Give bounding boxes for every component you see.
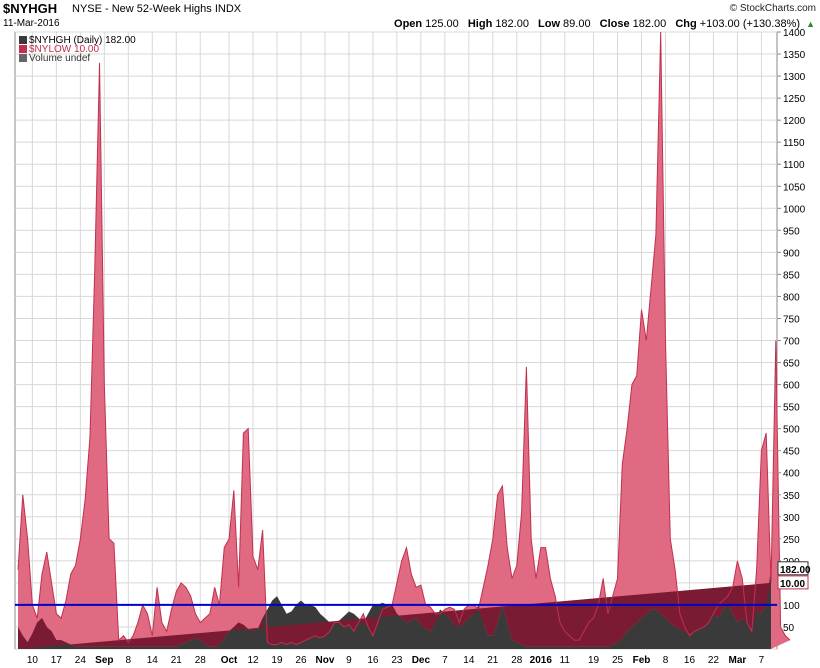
low-value: 89.00 [563, 18, 591, 30]
exchange-text: INDX [214, 3, 242, 15]
x-tick-label: 11 [560, 655, 571, 666]
last-value-lows: 10.00 [780, 579, 805, 590]
y-tick-label: 250 [783, 535, 800, 546]
series-lows-line [17, 31, 791, 646]
y-tick-label: 1300 [783, 72, 806, 83]
open-label: Open [394, 18, 423, 30]
x-tick-label: 22 [708, 655, 720, 666]
y-tick-label: 550 [783, 403, 800, 414]
legend-lows: $NYLOW 10.00 [29, 44, 99, 55]
x-tick-label: Dec [412, 655, 431, 666]
legend-swatch-highs [19, 36, 27, 44]
series-highs-area [18, 568, 771, 649]
series-areas [17, 31, 791, 649]
x-tick-label: Feb [633, 655, 651, 666]
y-tick-label: 600 [783, 381, 800, 392]
y-tick-label: 1000 [783, 204, 806, 215]
high-label: High [467, 18, 493, 30]
last-value-tags: 182.00 10.00 [777, 561, 811, 590]
series-lows-area [18, 32, 791, 649]
y-tick-label: 500 [783, 425, 800, 436]
legend-highs: $NYHGH (Daily) 182.00 [29, 35, 136, 46]
y-tick-label: 1250 [783, 94, 806, 105]
high-value: 182.00 [495, 18, 529, 30]
x-tick-label: 21 [487, 655, 499, 666]
x-tick-label: 24 [75, 655, 87, 666]
x-tick-label: 14 [463, 655, 475, 666]
x-tick-label: 7 [442, 655, 448, 666]
y-tick-label: 950 [783, 226, 800, 237]
up-arrow-icon: ▲ [806, 19, 815, 29]
x-tick-label: 17 [51, 655, 63, 666]
y-tick-label: 900 [783, 248, 800, 259]
x-tick-label: 16 [367, 655, 379, 666]
x-tick-label: 7 [759, 655, 765, 666]
x-tick-label: 10 [27, 655, 39, 666]
symbol-description: NYSE - New 52-Week Highs INDX [72, 3, 241, 15]
series-overlap-area [18, 582, 771, 649]
x-tick-label: 14 [147, 655, 159, 666]
last-value-highs: 182.00 [780, 565, 811, 576]
x-tick-label: 12 [247, 655, 259, 666]
open-value: 125.00 [425, 18, 459, 30]
x-tick-label: 8 [126, 655, 132, 666]
y-tick-label: 300 [783, 513, 800, 524]
y-tick-label: 700 [783, 337, 800, 348]
y-tick-label: 750 [783, 314, 800, 325]
x-tick-label: 19 [271, 655, 283, 666]
close-value: 182.00 [632, 18, 667, 30]
symbol-title: $NYHGH [3, 1, 58, 16]
x-tick-label: 8 [663, 655, 669, 666]
y-tick-label: 100 [783, 601, 800, 612]
x-axis: 10 17 24 Sep 8 14 21 28 Oct 12 19 26 Nov 9 16 23 Dec 7 14 2… [27, 655, 765, 666]
y-tick-label: 400 [783, 469, 800, 480]
close-label: Close [599, 18, 630, 30]
x-tick-label: Sep [95, 655, 113, 666]
y-tick-label: 1100 [783, 160, 805, 171]
y-tick-label: 50 [783, 623, 795, 634]
low-label: Low [538, 18, 561, 30]
chart-header: $NYHGH NYSE - New 52-Week Highs INDX © S… [0, 0, 820, 32]
x-tick-label: 21 [171, 655, 183, 666]
y-tick-label: 1150 [783, 138, 805, 149]
x-tick-label: Oct [221, 655, 238, 666]
y-tick-label: 1050 [783, 182, 806, 193]
x-tick-label: 9 [346, 655, 352, 666]
chg-label: Chg [675, 18, 697, 30]
last-value-lows-box [777, 575, 809, 590]
x-tick-label: 19 [588, 655, 600, 666]
y-tick-label: 650 [783, 359, 800, 370]
ohlc-readout: Open 125.00 High 182.00 Low 89.00 Close 182.… [388, 18, 815, 30]
y-tick-label: 350 [783, 491, 800, 502]
x-tick-label: 25 [612, 655, 624, 666]
brand-watermark: © StockCharts.com [729, 3, 816, 14]
y-tick-label: 450 [783, 447, 800, 458]
y-tick-label: 850 [783, 270, 800, 281]
x-tick-label: 26 [295, 655, 307, 666]
x-tick-label: 2016 [530, 655, 553, 666]
y-tick-label: 1400 [783, 28, 806, 39]
last-value-highs-box [777, 561, 809, 576]
legend: $NYHGH (Daily) 182.00 $NYLOW 10.00 Volum… [19, 35, 136, 64]
y-tick-label: 1200 [783, 116, 806, 127]
x-tick-label: 28 [511, 655, 523, 666]
legend-swatch-lows [19, 45, 27, 53]
x-tick-label: Mar [729, 655, 747, 666]
chg-value: +103.00 (+130.38%) [699, 18, 801, 30]
description-text: NYSE - New 52-Week Highs [72, 3, 212, 15]
y-tick-label: 1350 [783, 50, 806, 61]
y-tick-label: 800 [783, 292, 800, 303]
x-tick-label: 23 [391, 655, 403, 666]
chart-date: 11-Mar-2016 [3, 18, 60, 29]
x-tick-label: Nov [316, 655, 335, 666]
x-tick-label: 16 [684, 655, 696, 666]
legend-swatch-volume [19, 54, 27, 62]
x-tick-label: 28 [195, 655, 207, 666]
legend-volume: Volume undef [29, 53, 90, 64]
y-axis: 5010015020025030035040045050055060065070… [777, 28, 806, 634]
